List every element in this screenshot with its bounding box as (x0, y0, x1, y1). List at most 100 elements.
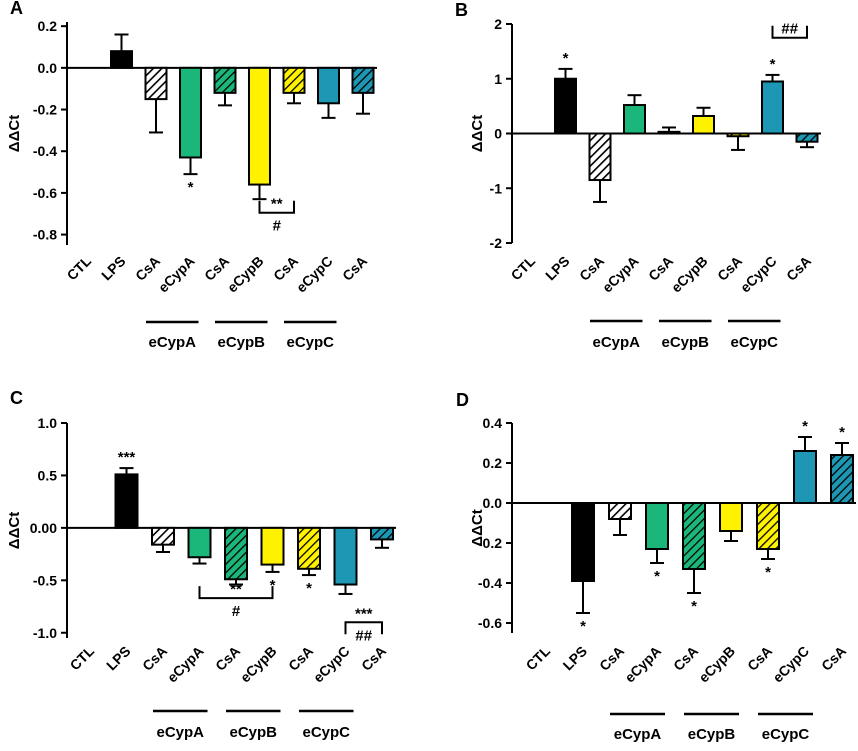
bar (726, 132, 750, 138)
category-label: CTL (508, 252, 539, 283)
bar (554, 77, 577, 135)
bar (756, 502, 780, 550)
category-label: eCypA (155, 253, 198, 296)
y-tick-label: -0.8 (33, 227, 57, 243)
category-label: LPS (103, 643, 134, 674)
significance-marker: * (691, 598, 697, 615)
bar (571, 502, 595, 582)
category-label: eCypC (737, 253, 780, 296)
bracket-label-top: ## (781, 21, 798, 38)
bar (333, 526, 358, 586)
category-label: eCypC (293, 253, 336, 296)
panel-letter: D (456, 390, 469, 410)
y-tick-label: 2 (494, 16, 502, 32)
group-label: eCypA (592, 334, 640, 351)
bar (608, 502, 632, 520)
bar (282, 66, 306, 94)
category-label: eCypA (164, 643, 207, 686)
y-axis-title: ΔΔCt (6, 115, 23, 152)
bar (682, 502, 706, 570)
category-label: CTL (523, 642, 554, 673)
group-label: eCypC (762, 726, 810, 743)
bracket-label-top: ** (271, 196, 283, 213)
bar (351, 66, 375, 94)
y-tick-label: -0.4 (478, 575, 502, 591)
bar (370, 526, 394, 541)
y-tick-label: -1.0 (33, 625, 57, 641)
category-label: CsA (285, 643, 316, 674)
y-tick-label: -0.2 (478, 535, 502, 551)
group-label: eCypA (614, 726, 662, 743)
y-tick-label: -0.6 (33, 185, 57, 201)
bar (110, 50, 133, 69)
category-label: LPS (98, 253, 129, 284)
group-label: eCypC (730, 334, 778, 351)
category-label: eCypB (224, 253, 267, 296)
comparison-bracket (771, 25, 808, 39)
category-label: eCypB (237, 643, 280, 686)
bar (224, 526, 248, 581)
bar (623, 104, 646, 135)
category-label: CsA (670, 643, 701, 674)
bar (692, 114, 715, 135)
category-label: CsA (744, 643, 775, 674)
comparison-bracket (198, 586, 274, 600)
category-label: eCypB (695, 643, 738, 686)
category-label: CTL (67, 642, 98, 673)
comparison-bracket (258, 200, 295, 214)
y-tick-label: 0.4 (483, 415, 503, 431)
bar (317, 66, 340, 105)
group-label: eCypB (229, 724, 277, 741)
significance-marker: * (802, 418, 808, 435)
bar (248, 66, 271, 186)
bar (793, 450, 817, 504)
group-label: eCypB (217, 334, 265, 351)
category-label: CsA (818, 643, 849, 674)
y-tick-label: -0.4 (33, 143, 57, 159)
y-tick-label: -0.5 (33, 572, 57, 588)
y-tick-label: 0.5 (38, 467, 58, 483)
significance-marker: * (306, 580, 312, 597)
category-label: LPS (560, 643, 591, 674)
y-tick-label: 0.00 (30, 520, 57, 536)
y-axis-title: ΔΔCt (469, 509, 486, 546)
comparison-bracket (344, 621, 383, 635)
bracket-label-top: *** (355, 605, 373, 622)
y-tick-label: 0.0 (483, 495, 503, 511)
significance-marker: * (270, 577, 276, 594)
category-label: CsA (714, 253, 745, 284)
bar (144, 66, 168, 101)
bar (260, 526, 285, 566)
category-label: eCypC (769, 643, 812, 686)
y-tick-label: 0.2 (38, 18, 58, 34)
significance-marker: *** (118, 449, 136, 466)
category-label: CsA (132, 253, 163, 284)
significance-marker: * (563, 50, 569, 67)
y-tick-label: -1 (490, 180, 503, 196)
significance-marker: * (188, 179, 194, 196)
category-label: CsA (270, 253, 301, 284)
y-axis-title: ΔΔCt (469, 115, 486, 152)
panel-letter: B (455, 0, 468, 20)
bar (657, 130, 681, 135)
category-label: CsA (576, 253, 607, 284)
group-label: eCypB (661, 334, 709, 351)
y-tick-label: -2 (490, 235, 503, 251)
bar (830, 454, 854, 504)
y-tick-label: 0.0 (38, 60, 58, 76)
group-label: eCypC (286, 334, 334, 351)
bar (761, 80, 784, 135)
bar (151, 526, 175, 546)
y-tick-label: 0 (494, 126, 502, 142)
y-tick-label: 1 (494, 71, 502, 87)
category-label: eCypA (599, 253, 642, 296)
bar (179, 66, 202, 159)
panel-letter: C (10, 388, 23, 408)
significance-marker: * (770, 56, 776, 73)
bar (114, 473, 139, 529)
bar (187, 526, 212, 559)
bracket-label-top: ** (230, 581, 242, 598)
